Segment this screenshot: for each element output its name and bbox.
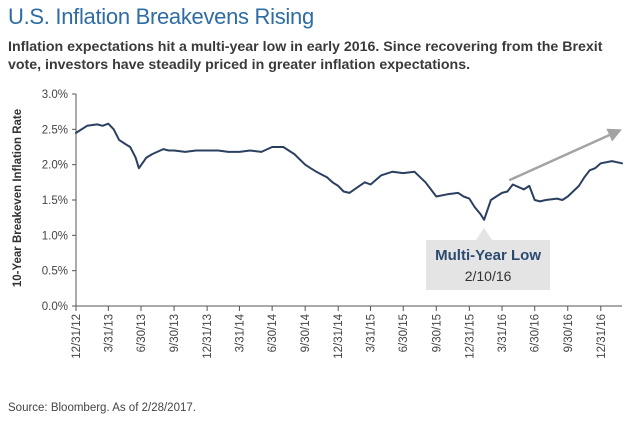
- y-tick-label: 3.0%: [42, 89, 68, 101]
- series-line: [75, 122, 623, 221]
- x-tick-label: 6/30/15: [398, 314, 410, 352]
- y-axis: 0.0% 0.5% 1.0% 1.5% 2.0% 2.5% 3.0%: [42, 89, 77, 313]
- series-group: [75, 122, 623, 221]
- x-tick-label: 9/30/13: [169, 314, 181, 352]
- trend-arrow-head: [606, 128, 622, 142]
- x-axis: 12/31/12 3/31/13 6/30/13 9/30/13 12/31/13 3/3…: [71, 305, 622, 359]
- x-tick-label: 9/30/15: [431, 314, 443, 352]
- callout-box: [426, 227, 551, 290]
- x-tick-label: 3/31/16: [497, 314, 509, 352]
- x-tick-label: 12/31/13: [202, 314, 214, 359]
- x-tick-label: 9/30/16: [563, 314, 575, 352]
- x-tick-label: 3/31/13: [103, 314, 115, 352]
- source-note: Source: Bloomberg. As of 2/28/2017.: [8, 402, 196, 414]
- callout-date: 2/10/16: [465, 268, 512, 284]
- y-tick-label: 1.0%: [42, 230, 68, 242]
- x-tick-label: 6/30/14: [267, 313, 279, 352]
- x-tick-label: 12/31/14: [333, 313, 345, 358]
- x-tick-label: 12/31/16: [596, 314, 608, 359]
- y-tick-label: 2.5%: [42, 124, 68, 136]
- x-tick-label: 3/31/15: [366, 314, 378, 352]
- y-tick-label: 2.0%: [42, 160, 68, 172]
- chart-subtitle: Inflation expectations hit a multi-year …: [8, 39, 603, 73]
- y-tick-label: 0.5%: [42, 266, 68, 278]
- trend-arrow-shaft: [508, 133, 610, 182]
- annotation-callout: Multi-Year Low 2/10/16: [426, 227, 551, 290]
- x-tick-label: 6/30/13: [136, 314, 148, 352]
- x-tick-label: 9/30/14: [300, 313, 312, 352]
- y-axis-label: 10-Year Breakeven Inflation Rate: [12, 109, 24, 287]
- y-tick-label: 1.5%: [42, 195, 68, 207]
- callout-title: Multi-Year Low: [435, 247, 541, 264]
- trend-arrow: [508, 128, 622, 182]
- y-tick-label: 0.0%: [42, 301, 68, 313]
- x-tick-label: 12/31/12: [71, 314, 83, 359]
- chart-title: U.S. Inflation Breakevens Rising: [8, 4, 314, 29]
- x-tick-label: 3/31/14: [234, 313, 246, 352]
- x-tick-label: 12/31/15: [464, 314, 476, 359]
- x-tick-label: 6/30/16: [530, 314, 542, 352]
